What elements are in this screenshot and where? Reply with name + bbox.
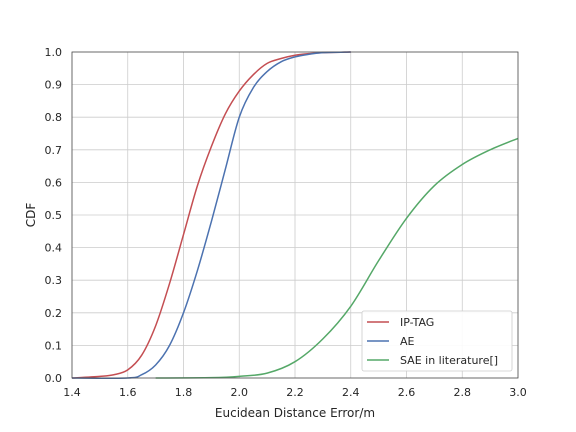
legend: IP-TAG AE SAE in literature[] [361,310,513,372]
x-tick-labels: 1.4 1.6 1.8 2.0 2.2 2.4 2.6 2.8 3.0 [63,386,527,399]
x-tick-label: 2.8 [454,386,472,399]
y-tick-label: 0.2 [45,307,63,320]
series-lines [71,51,519,379]
x-tick-label: 1.4 [63,386,81,399]
x-tick-label: 2.0 [231,386,249,399]
series-line-ip-tag [71,51,351,379]
y-tick-label: 0.9 [45,79,63,92]
y-tick-label: 0.3 [45,274,63,287]
plot-frame [71,51,519,379]
y-tick-label: 0.5 [45,209,63,222]
y-tick-label: 0.1 [45,339,63,352]
y-tick-label: 1.0 [45,46,63,59]
y-tick-label: 0.0 [45,372,63,385]
legend-label-ae: AE [400,335,415,348]
x-tick-label: 3.0 [509,386,527,399]
x-tick-label: 1.6 [119,386,137,399]
x-tick-label: 2.2 [286,386,304,399]
x-axis-label: Eucidean Distance Error/m [215,406,375,420]
legend-label-sae-in-literature: SAE in literature[] [400,354,498,367]
series-line-ae [71,51,351,379]
y-tick-label: 0.7 [45,144,63,157]
y-tick-label: 0.4 [45,242,63,255]
y-tick-label: 0.6 [45,176,63,189]
y-tick-label: 0.8 [45,111,63,124]
y-axis-label: CDF [24,203,38,228]
x-tick-label: 2.6 [398,386,416,399]
series-line-sae-in-literature [155,137,519,379]
x-tick-label: 1.8 [175,386,193,399]
y-tick-labels: 0.0 0.1 0.2 0.3 0.4 0.5 0.6 0.7 0.8 0.9 1.0 [45,46,63,385]
x-tick-label: 2.4 [342,386,360,399]
legend-label-ip-tag: IP-TAG [400,316,434,329]
legend-box [361,310,513,372]
